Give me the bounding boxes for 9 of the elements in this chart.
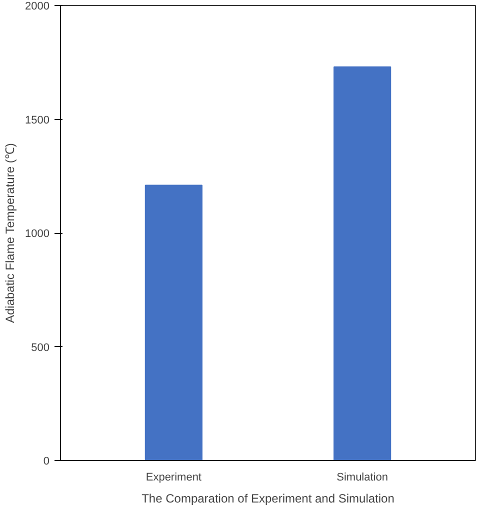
y-tick-label: 500	[31, 342, 50, 354]
y-tick-label: 1000	[25, 228, 50, 240]
y-tick-label: 1500	[25, 114, 50, 126]
y-tick-label: 2000	[25, 0, 50, 12]
x-tick-label: Simulation	[336, 472, 388, 484]
y-tick-label: 0	[43, 456, 50, 468]
x-axis-title: The Comparation of Experiment and Simulation	[142, 492, 394, 506]
x-tick-label: Experiment	[146, 472, 202, 484]
y-axis-title: Adiabatic Flame Temperature (℃)	[3, 143, 18, 324]
